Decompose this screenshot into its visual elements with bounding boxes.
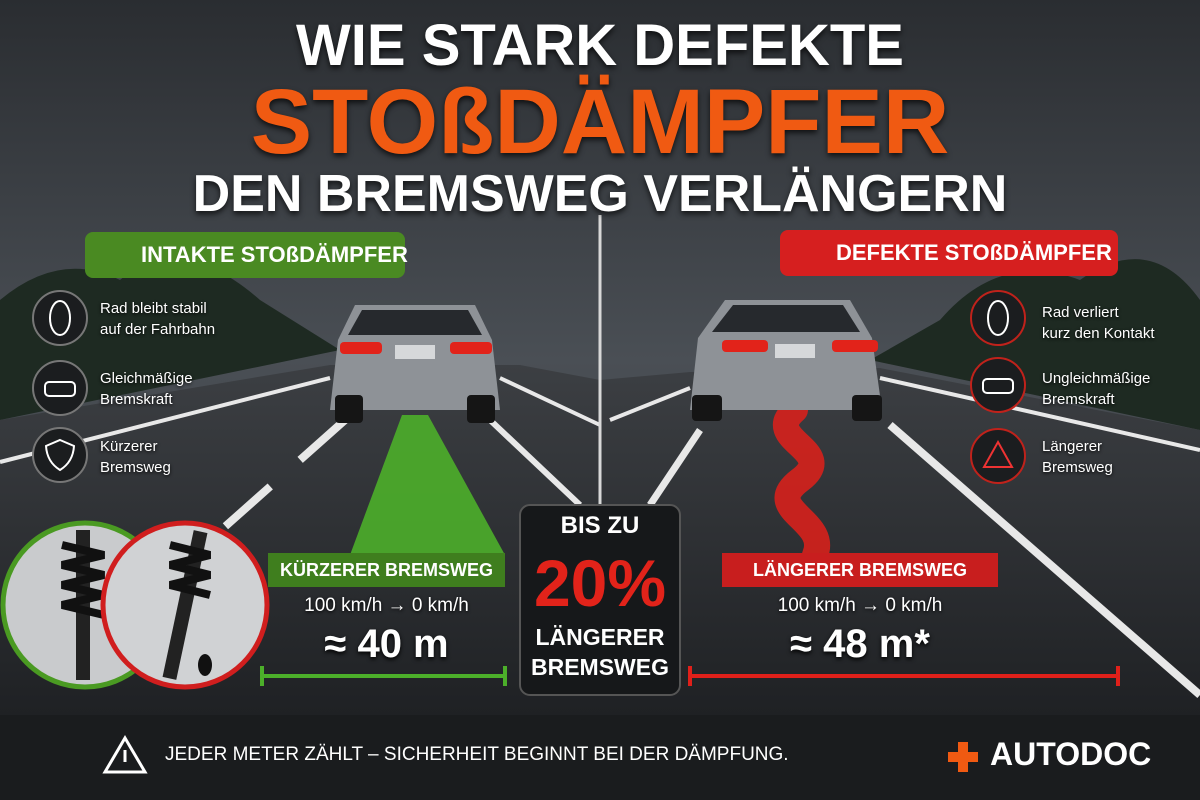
feature: Ungleichmäßige Bremskraft [1042, 368, 1150, 410]
car-left-part [467, 395, 495, 423]
feature-line: Ungleichmäßige [1042, 370, 1151, 387]
result-label: LÄNGERER BREMSWEG [752, 560, 967, 580]
feature-line: auf der Fahrbahn [100, 321, 216, 338]
red-bar [688, 666, 1120, 686]
left-icons [32, 290, 88, 483]
center-percent: 20% [533, 546, 667, 620]
footer-band [0, 715, 1200, 800]
left-icons-part [32, 290, 88, 346]
result-distance: ≈ 40 m [324, 622, 449, 666]
shock-bad [103, 523, 267, 687]
shock-bad-ring [100, 520, 270, 690]
right-label-bg [722, 553, 998, 587]
title-line: STOßDÄMPFER [250, 71, 950, 173]
feature: Längerer Bremsweg [1042, 436, 1113, 478]
result-distance: ≈ 48 m* [790, 622, 930, 666]
right-icons-part [970, 290, 1026, 346]
lane-lines-part [647, 428, 703, 507]
lane-lines-part [499, 376, 601, 427]
title-line: DEN BREMSWEG VERLÄNGERN [192, 165, 1008, 223]
left-icons-part [49, 300, 71, 336]
car-right [690, 300, 882, 421]
right-icons-part [970, 428, 1026, 484]
car-left [330, 305, 500, 423]
feature-line: Bremskraft [100, 391, 173, 408]
result-speed: 100 km/h → 0 km/h [304, 595, 469, 616]
left-icons-part [32, 427, 88, 483]
green-path [350, 415, 505, 555]
footer-note: JEDER METER ZÄHLT – SICHERHEIT BEGINNT B… [165, 744, 789, 765]
car-left-part [395, 345, 435, 359]
badge-left: INTAKTE STOßDÄMPFER [85, 232, 408, 278]
car-left-part [450, 342, 492, 354]
left-label-bg [268, 553, 505, 587]
car-left-part [340, 342, 382, 354]
car-left-part [348, 310, 482, 335]
feature-line: Längerer [1042, 438, 1103, 455]
car-right-part [692, 395, 722, 421]
green-bar [260, 666, 507, 686]
feature-line: Kürzerer [100, 438, 158, 455]
center-line: BREMSWEG [531, 654, 669, 680]
car-left-part [335, 395, 363, 423]
feature: Rad verliert kurz den Kontakt [1042, 302, 1155, 344]
brand-logo [948, 742, 978, 772]
lane-lines-part [887, 421, 1200, 699]
lane-lines-part [207, 417, 348, 543]
shock-bad-part [169, 541, 211, 599]
right-icons-part [987, 300, 1009, 336]
feature: Gleichmäßige Bremskraft [100, 368, 193, 410]
left-icons-part [32, 360, 88, 416]
red-path [773, 397, 831, 568]
lane-lines-part [879, 376, 1200, 452]
lane-lines-part [487, 417, 583, 508]
car-right-part [832, 340, 878, 352]
title-line: WIE STARK DEFEKTE [296, 13, 904, 78]
feature: Kürzerer Bremsweg [100, 436, 171, 478]
brand: AUTODOC [990, 736, 1152, 772]
center-line: BIS ZU [560, 512, 640, 539]
left-icons-part [44, 438, 76, 472]
feature-line: Bremsweg [100, 459, 171, 476]
feature-line: Bremskraft [1042, 391, 1115, 408]
badge-right: DEFEKTE STOßDÄMPFER [780, 230, 1118, 276]
result-speed: 100 km/h → 0 km/h [777, 595, 943, 616]
car-right-part [722, 340, 768, 352]
feature: Rad bleibt stabil auf der Fahrbahn [100, 298, 215, 340]
center-box [519, 504, 681, 696]
feature-line: kurz den Kontakt [1042, 325, 1155, 342]
car-right-part [852, 395, 882, 421]
car-right-part [775, 344, 815, 358]
right-icons-part [982, 439, 1014, 468]
lane-lines-part [609, 386, 691, 422]
left-icons-part [44, 381, 76, 397]
feature-line: Gleichmäßige [100, 370, 193, 387]
right-icons-part [970, 357, 1026, 413]
car-right-part [712, 305, 860, 332]
feature-line: Bremsweg [1042, 459, 1113, 476]
right-icons-part [982, 378, 1014, 394]
feature-line: Rad verliert [1042, 304, 1119, 321]
feature-line: Rad bleibt stabil [100, 300, 207, 317]
warning-icon [102, 735, 148, 774]
trees [0, 259, 1200, 430]
center-line: LÄNGERER [535, 624, 665, 650]
result-label: KÜRZERER BREMSWEG [279, 560, 493, 580]
shock-bad-part [198, 654, 212, 676]
right-icons [970, 290, 1026, 484]
shock-good-part [61, 541, 105, 619]
